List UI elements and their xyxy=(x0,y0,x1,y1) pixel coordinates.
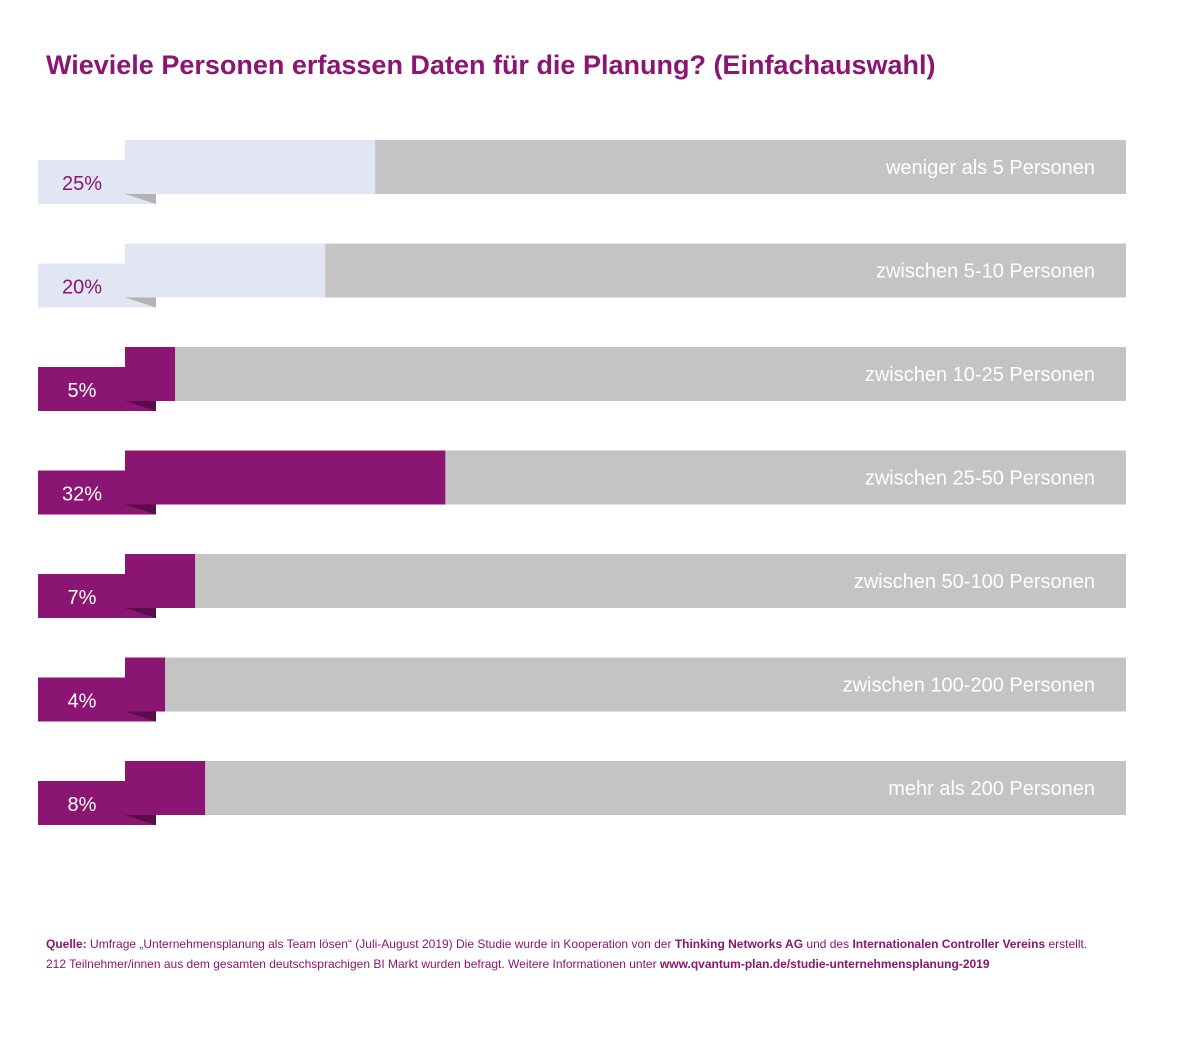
source-label: Quelle: xyxy=(46,937,87,951)
ribbon-fold xyxy=(125,815,156,825)
participants-text: 212 Teilnehmer/innen aus dem gesamten de… xyxy=(46,957,657,971)
value-label: 7% xyxy=(68,587,97,609)
value-label: 20% xyxy=(62,277,102,299)
value-label: 25% xyxy=(62,173,102,195)
category-label: zwischen 100-200 Personen xyxy=(843,675,1095,697)
ribbon-fold xyxy=(125,504,156,515)
bar xyxy=(125,140,376,194)
bar-group: 8% mehr als 200 Personen xyxy=(38,761,1126,825)
bar-group: 25% weniger als 5 Personen xyxy=(38,140,1126,204)
ribbon-fold xyxy=(125,401,156,411)
ribbon-fold xyxy=(125,297,156,308)
partner-1: Thinking Networks AG xyxy=(674,937,804,951)
bar-group: 5% zwischen 10-25 Personen xyxy=(38,347,1126,411)
category-label: zwischen 10-25 Personen xyxy=(865,364,1095,386)
category-label: mehr als 200 Personen xyxy=(888,778,1095,800)
footer-line-2: 212 Teilnehmer/innen aus dem gesamten de… xyxy=(46,954,1176,974)
bar-group: 7% zwischen 50-100 Personen xyxy=(38,554,1126,618)
partner-2: Internationalen Controller Vereins xyxy=(852,937,1046,951)
footer-line-1: Quelle: Umfrage „Unternehmensplanung als… xyxy=(46,934,1176,954)
ribbon-fold xyxy=(125,711,156,722)
ribbon-fold xyxy=(125,608,156,618)
bar-group: 4% zwischen 100-200 Personen xyxy=(38,657,1126,722)
ribbon-fold xyxy=(125,194,156,204)
value-label: 5% xyxy=(68,380,97,402)
bar-group: 20% zwischen 5-10 Personen xyxy=(38,243,1126,308)
chart-title: Wieviele Personen erfassen Daten für die… xyxy=(46,50,936,80)
category-label: zwischen 50-100 Personen xyxy=(854,571,1095,593)
bar-background xyxy=(125,657,1126,712)
website-link[interactable]: www.qvantum-plan.de/studie-unternehmensp… xyxy=(659,957,990,971)
category-label: weniger als 5 Personen xyxy=(885,157,1095,179)
bar-chart: 25% weniger als 5 Personen 20% zwischen 5-1… xyxy=(38,140,1126,825)
bar-background xyxy=(125,554,1126,608)
category-label: zwischen 25-50 Personen xyxy=(865,468,1095,490)
bar-background xyxy=(125,761,1126,815)
value-label: 8% xyxy=(68,794,97,816)
bar xyxy=(125,450,446,505)
bar xyxy=(125,243,326,298)
bar-background xyxy=(125,347,1126,401)
value-label: 4% xyxy=(68,691,97,713)
value-label: 32% xyxy=(62,484,102,506)
source-footer: Quelle: Umfrage „Unternehmensplanung als… xyxy=(46,934,1176,974)
connector-text: und des xyxy=(806,937,850,951)
suffix-text: erstellt. xyxy=(1048,937,1088,951)
category-label: zwischen 5-10 Personen xyxy=(876,261,1095,283)
bar-group: 32% zwischen 25-50 Personen xyxy=(38,450,1126,515)
source-text: Umfrage „Unternehmensplanung als Team lö… xyxy=(90,937,672,951)
